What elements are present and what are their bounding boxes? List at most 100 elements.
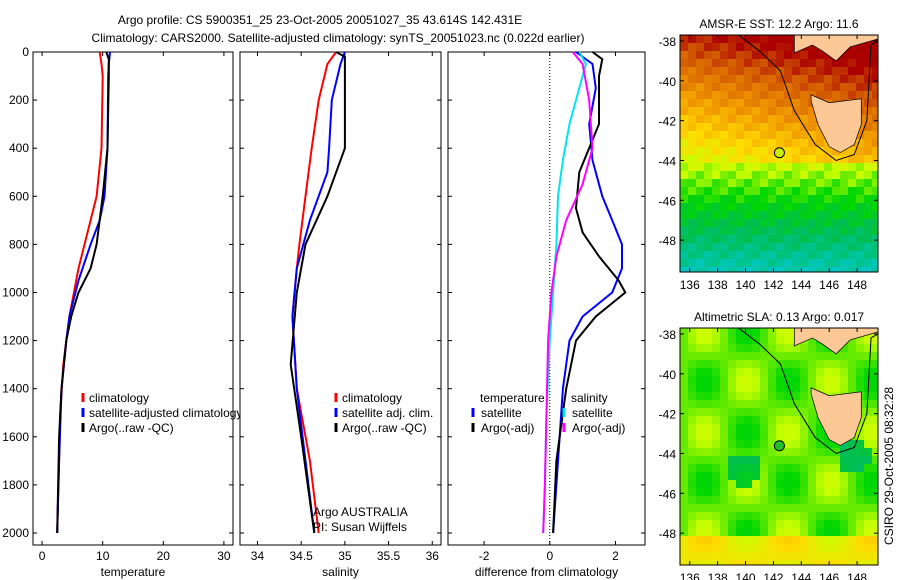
map-cell bbox=[816, 352, 824, 360]
map-cell bbox=[688, 480, 696, 488]
map-cell bbox=[776, 384, 784, 392]
map-cell bbox=[856, 187, 864, 195]
map-cell bbox=[864, 235, 872, 243]
map-cell bbox=[760, 155, 768, 163]
map-cell bbox=[832, 147, 840, 155]
map-cell bbox=[872, 187, 878, 195]
lon-tick-label: 140 bbox=[736, 278, 756, 292]
map-cell bbox=[848, 243, 856, 251]
map-cell bbox=[872, 203, 878, 211]
map-cell bbox=[712, 251, 720, 259]
map-cell bbox=[704, 552, 712, 560]
map-cell bbox=[872, 432, 878, 440]
map-cell bbox=[760, 179, 768, 187]
map-cell bbox=[688, 432, 696, 440]
map-cell bbox=[784, 376, 792, 384]
map-cell bbox=[784, 99, 792, 107]
map-cell bbox=[832, 552, 840, 560]
map-cell bbox=[856, 259, 864, 267]
map-cell bbox=[856, 424, 864, 432]
map-cell bbox=[736, 488, 744, 496]
map-cell bbox=[816, 560, 824, 565]
map-cell bbox=[800, 59, 808, 67]
map-cell bbox=[856, 552, 864, 560]
map-cell bbox=[688, 211, 696, 219]
map-cell bbox=[680, 424, 688, 432]
map-cell bbox=[688, 147, 696, 155]
map-cell bbox=[728, 227, 736, 235]
x-tick-label: 35.5 bbox=[377, 549, 401, 563]
map-cell bbox=[768, 360, 776, 368]
map-cell bbox=[864, 504, 872, 512]
map-cell bbox=[744, 384, 752, 392]
lat-tick-label: -46 bbox=[659, 487, 677, 501]
map-cell bbox=[728, 440, 736, 448]
map-cell bbox=[720, 131, 728, 139]
map-cell bbox=[864, 219, 872, 227]
map-cell bbox=[808, 235, 816, 243]
map-cell bbox=[784, 139, 792, 147]
map-cell bbox=[840, 179, 848, 187]
map-cell bbox=[736, 376, 744, 384]
map-cell bbox=[872, 43, 878, 51]
map-cell bbox=[808, 75, 816, 83]
map-cell bbox=[720, 344, 728, 352]
map-cell bbox=[840, 512, 848, 520]
map-cell bbox=[800, 456, 808, 464]
map-cell bbox=[808, 352, 816, 360]
map-cell bbox=[840, 259, 848, 267]
map-cell bbox=[704, 75, 712, 83]
lon-tick-label: 138 bbox=[708, 571, 728, 580]
map-cell bbox=[744, 528, 752, 536]
map-cell bbox=[728, 528, 736, 536]
legend-entry: satellite adj. clim. bbox=[342, 406, 433, 420]
map-cell bbox=[736, 147, 744, 155]
map-cell bbox=[744, 504, 752, 512]
map-cell bbox=[856, 59, 864, 67]
map-cell bbox=[696, 83, 704, 91]
x-tick-label: 35 bbox=[338, 549, 352, 563]
map-cell bbox=[720, 408, 728, 416]
map-cell bbox=[768, 219, 776, 227]
map-cell bbox=[808, 360, 816, 368]
map-cell bbox=[736, 424, 744, 432]
salinity-axes-frame bbox=[239, 51, 442, 546]
map-cell bbox=[776, 131, 784, 139]
map-cell bbox=[712, 472, 720, 480]
map-cell bbox=[680, 464, 688, 472]
map-cell bbox=[808, 147, 816, 155]
map-cell bbox=[872, 400, 878, 408]
map-cell bbox=[680, 51, 688, 59]
map-cell bbox=[856, 219, 864, 227]
map-cell bbox=[728, 43, 736, 51]
map-cell bbox=[728, 448, 736, 456]
map-cell bbox=[704, 432, 712, 440]
map-cell bbox=[720, 211, 728, 219]
legend-group-salinity: salinity bbox=[571, 391, 608, 405]
map-cell bbox=[768, 344, 776, 352]
map-cell bbox=[704, 400, 712, 408]
map-cell bbox=[856, 163, 864, 171]
map-cell bbox=[808, 243, 816, 251]
map-cell bbox=[784, 552, 792, 560]
map-cell bbox=[712, 400, 720, 408]
map-cell bbox=[856, 464, 864, 472]
map-cell bbox=[680, 352, 688, 360]
map-cell bbox=[728, 267, 736, 272]
map-cell bbox=[848, 187, 856, 195]
map-cell bbox=[704, 480, 712, 488]
map-cell bbox=[816, 203, 824, 211]
map-cell bbox=[784, 544, 792, 552]
map-cell bbox=[848, 512, 856, 520]
map-cell bbox=[856, 352, 864, 360]
map-cell bbox=[872, 544, 878, 552]
map-cell bbox=[784, 59, 792, 67]
map-cell bbox=[864, 448, 872, 456]
map-cell bbox=[760, 211, 768, 219]
map-cell bbox=[800, 544, 808, 552]
map-cell bbox=[728, 344, 736, 352]
map-cell bbox=[760, 251, 768, 259]
map-cell bbox=[728, 488, 736, 496]
map-cell bbox=[872, 472, 878, 480]
